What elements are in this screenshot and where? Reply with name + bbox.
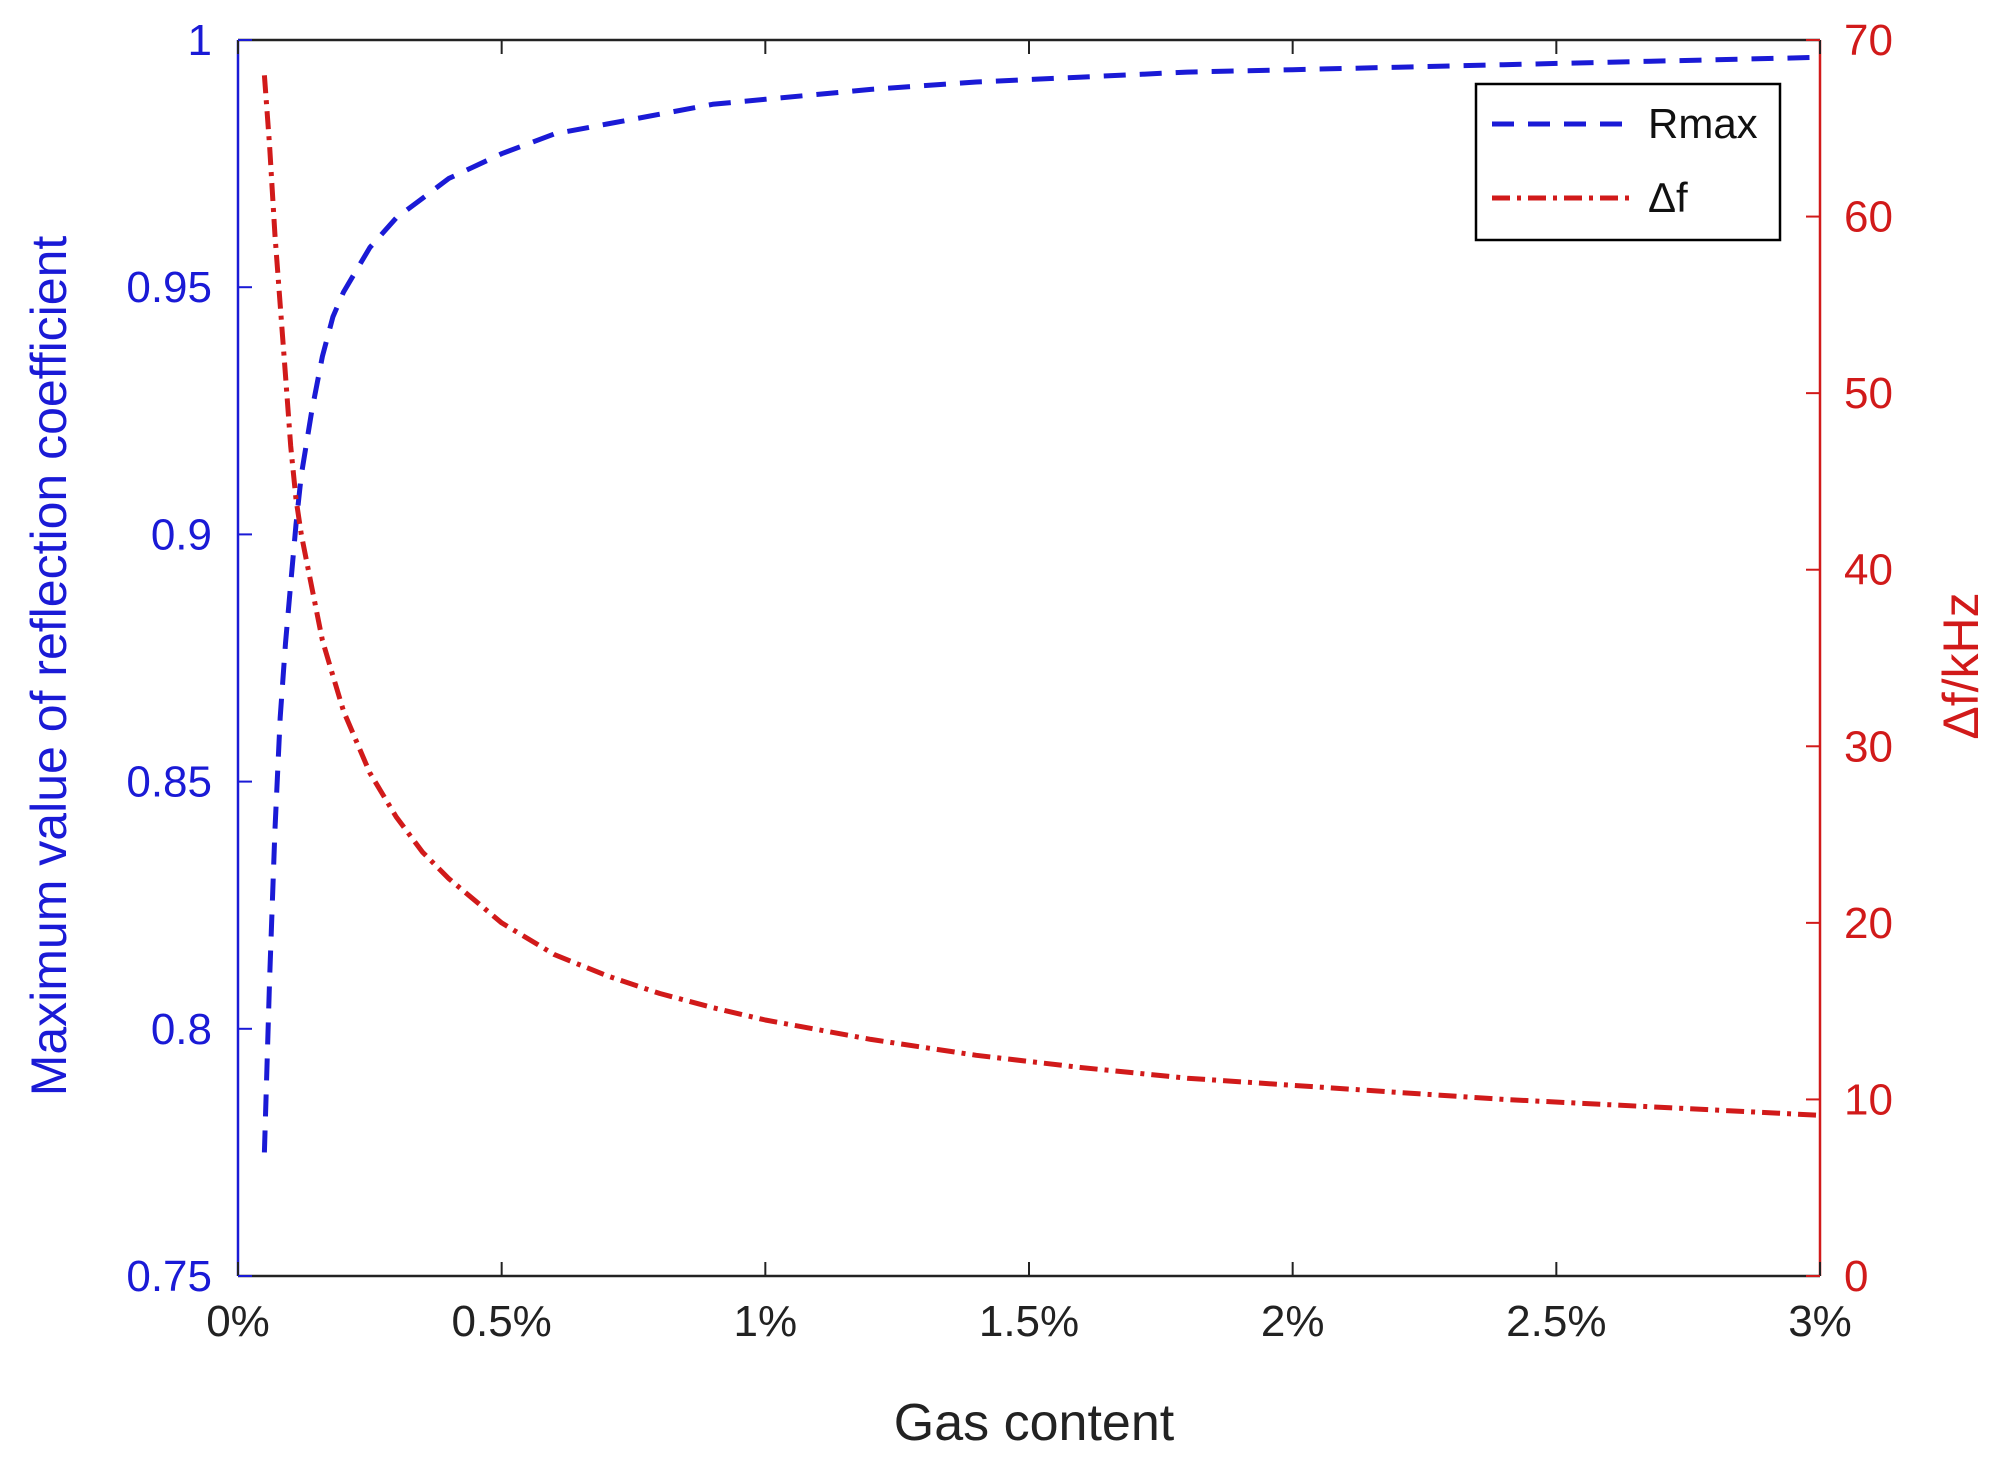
left-y-tick-label: 0.9 [151,510,212,559]
x-tick-label: 0.5% [452,1297,552,1346]
series-line-delta-f [261,75,1821,1118]
x-tick-label: 2% [1261,1297,1325,1346]
right-y-tick-label: 0 [1844,1252,1868,1301]
left-y-tick-label: 0.85 [126,758,212,807]
x-tick-label: 3% [1788,1297,1852,1346]
right-y-tick-label: 40 [1844,546,1893,595]
x-axis-label: Gas content [894,1394,1175,1452]
left-y-tick-label: 0.8 [151,1005,212,1054]
left-y-axis-label: Maximum value of reflection coefficient [21,236,77,1097]
right-y-tick-label: 30 [1844,722,1893,771]
legend-label-delta-f: Δf [1648,174,1688,221]
legend-label-rmax: Rmax [1648,100,1758,147]
x-tick-label: 0% [206,1297,270,1346]
series-line-rmax [261,54,1821,1153]
right-y-tick-label: 20 [1844,899,1893,948]
x-tick-label: 1% [734,1297,798,1346]
right-y-axis-label: Δf/kHz [1933,592,1989,739]
right-y-tick-label: 70 [1844,16,1893,65]
right-y-tick-label: 10 [1844,1075,1893,1124]
right-y-tick-label: 60 [1844,193,1893,242]
x-tick-label: 2.5% [1506,1297,1606,1346]
x-tick-label: 1.5% [979,1297,1079,1346]
right-y-tick-label: 50 [1844,369,1893,418]
x-axis-ticks: 0% 0.5% 1% 1.5% 2% 2.5% 3% [206,40,1852,1346]
legend: Rmax Δf [1474,82,1782,242]
left-y-tick-label: 0.95 [126,263,212,312]
series-layer [261,54,1821,1153]
legend-box [1474,82,1782,242]
right-y-axis-ticks: 0 10 20 30 40 50 60 70 [1806,16,1893,1301]
left-y-axis-ticks: 0.75 0.8 0.85 0.9 0.95 1 [126,16,252,1301]
left-y-tick-label: 1 [188,16,212,65]
left-y-tick-label: 0.75 [126,1252,212,1301]
